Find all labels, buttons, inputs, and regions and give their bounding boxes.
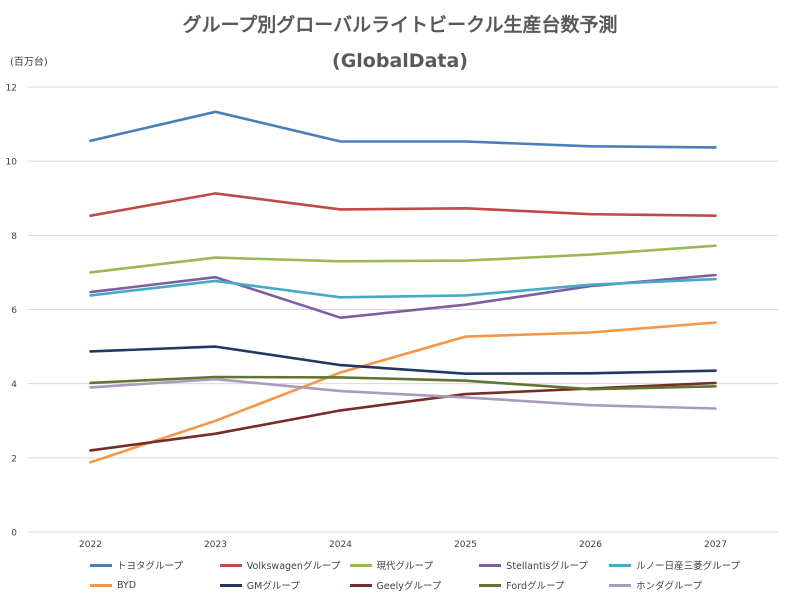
x-tick-label: 2025 [454, 540, 477, 550]
series-line-5 [89, 321, 717, 464]
legend-label: GMグループ [246, 581, 300, 592]
y-tick-label: 10 [6, 158, 18, 168]
series-line-2 [89, 244, 717, 274]
legend-label: ホンダグループ [636, 581, 702, 592]
legend-swatch [219, 563, 242, 567]
legend-label: Volkswagenグループ [246, 561, 341, 572]
legend-swatch [609, 583, 632, 587]
x-tick-label: 2027 [704, 540, 727, 550]
series-lines [89, 110, 717, 464]
series-line-6 [89, 345, 717, 376]
chart-title: グループ別グローバルライトビークル生産台数予測 [182, 14, 618, 36]
legend-swatch [479, 563, 502, 567]
legend-item: GMグループ [219, 578, 350, 592]
legend-swatch [219, 583, 242, 587]
legend-item: Volkswagenグループ [219, 558, 350, 572]
legend-item: トヨタグループ [90, 558, 220, 572]
legend-item: BYD [90, 578, 220, 592]
legend-label: ルノー日産三菱グループ [636, 561, 740, 572]
x-tick-label: 2022 [79, 540, 102, 550]
y-tick-label: 6 [11, 306, 17, 316]
legend-label: Geelyグループ [376, 581, 442, 592]
x-tick-label: 2023 [204, 540, 227, 550]
legend-label: Fordグループ [506, 581, 565, 592]
legend-swatch [90, 583, 112, 587]
y-axis-unit-label: (百万台) [10, 57, 48, 68]
legend-swatch [479, 583, 502, 587]
legend-swatch [90, 563, 112, 567]
legend-item: ルノー日産三菱グループ [609, 558, 740, 572]
legend-item: Stellantisグループ [479, 558, 609, 572]
y-tick-label: 4 [11, 380, 17, 390]
series-line-4 [89, 277, 717, 299]
series-line-9 [89, 377, 717, 410]
y-tick-label: 2 [11, 454, 17, 464]
legend-label: トヨタグループ [117, 561, 183, 572]
x-tick-label: 2026 [579, 540, 602, 550]
chart-subtitle: (GlobalData) [332, 50, 468, 72]
y-tick-label: 8 [11, 232, 17, 242]
legend: トヨタグループ Volkswagenグループ 現代グループ Stellantisグルー… [90, 558, 740, 592]
legend-item: 現代グループ [349, 558, 480, 572]
series-line-1 [89, 192, 717, 217]
x-axis-ticks: 2022 2023 2024 2025 2026 2027 [79, 540, 727, 550]
legend-label: 現代グループ [376, 561, 433, 572]
series-line-8 [89, 375, 717, 391]
legend-swatch [349, 563, 372, 567]
legend-label: Stellantisグループ [506, 561, 588, 572]
legend-label: BYD [117, 579, 137, 591]
legend-item: Fordグループ [479, 578, 609, 592]
y-axis-ticks: 0 2 4 6 8 10 12 [6, 84, 18, 539]
legend-item: ホンダグループ [609, 578, 740, 592]
gridlines [28, 86, 778, 533]
series-line-0 [89, 110, 717, 149]
y-tick-label: 0 [11, 529, 17, 539]
legend-swatch [349, 583, 372, 587]
legend-item: Geelyグループ [349, 578, 480, 592]
legend-swatch [609, 563, 632, 567]
x-tick-label: 2024 [329, 540, 352, 550]
y-tick-label: 12 [6, 84, 17, 94]
